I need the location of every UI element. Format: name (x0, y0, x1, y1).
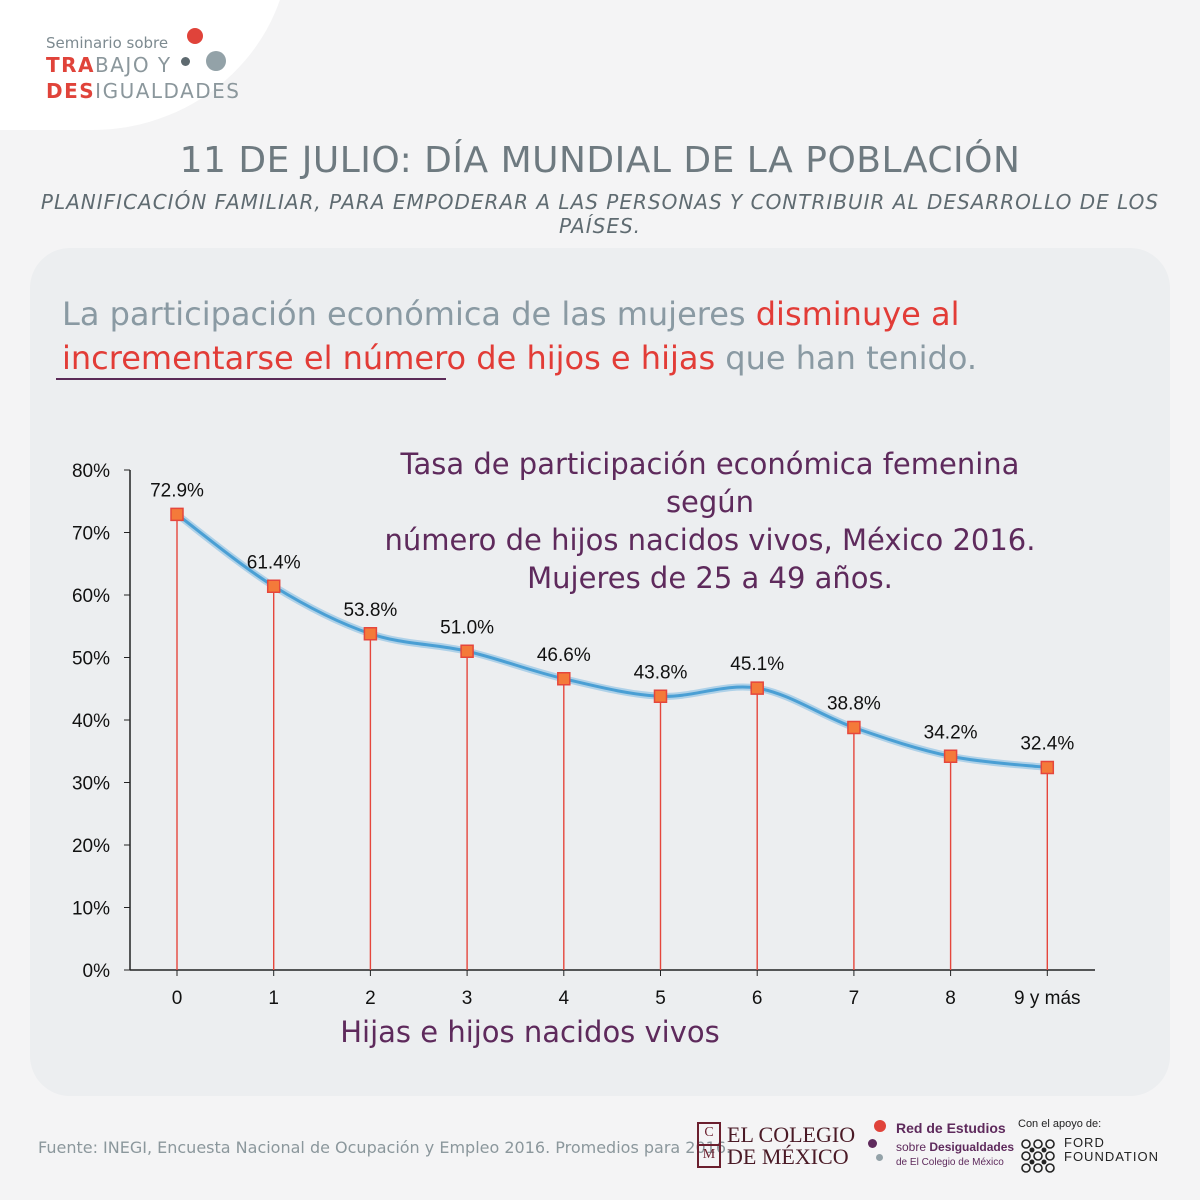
colmex-emblem-bottom: M (702, 1147, 716, 1162)
x-tick-label: 0 (172, 988, 183, 1009)
data-label: 34.2% (924, 722, 978, 743)
x-tick-label: 2 (365, 988, 376, 1009)
data-label: 61.4% (247, 552, 301, 573)
data-label: 46.6% (537, 645, 591, 666)
series-line (175, 512, 1049, 769)
colmex-emblem-top: C (704, 1125, 714, 1140)
chart-title-line-3: Mujeres de 25 a 49 años. (527, 561, 893, 595)
page-title: 11 DE JULIO: DÍA MUNDIAL DE LA POBLACIÓN (179, 140, 1021, 181)
lead-part-3: que han tenido. (715, 339, 977, 377)
data-label: 72.9% (150, 480, 204, 501)
x-tick-label: 7 (849, 988, 860, 1009)
logo-line-1: TRABAJO Y (46, 53, 172, 77)
colmex-line-1: EL COLEGIO (727, 1122, 856, 1147)
y-tick-label: 80% (72, 461, 110, 482)
chart-title-line-1: Tasa de participación económica femenina… (400, 447, 1020, 519)
ford-emblem-icon (1021, 1139, 1055, 1173)
lead-highlight: disminuye al incrementarse el número de … (62, 295, 960, 377)
data-point-marker (653, 689, 668, 703)
y-tick-label: 0% (83, 961, 111, 982)
data-point-marker (847, 720, 861, 735)
ford-foundation-logo: Con el apoyo de: FORD FOUNDATION (1018, 1118, 1158, 1173)
data-point-marker (170, 507, 184, 522)
x-tick-label: 5 (655, 988, 666, 1009)
data-point-marker (460, 644, 474, 658)
data-label: 45.1% (730, 654, 784, 675)
data-label: 43.8% (634, 662, 688, 683)
x-tick-label: 1 (268, 988, 279, 1009)
x-tick-label: 9 y más (1014, 988, 1081, 1009)
x-axis-title: Hijas e hijos nacidos vivos (340, 1015, 720, 1049)
y-tick-label: 10% (72, 899, 110, 920)
logo-pre-label: Seminario sobre (46, 34, 169, 52)
data-point-marker (363, 627, 378, 641)
y-tick-label: 60% (72, 586, 110, 607)
y-tick-label: 70% (72, 524, 110, 545)
series-line-glow (173, 510, 1051, 771)
lead-part-1: La participación económica de las mujere… (62, 295, 756, 333)
chart-title: Tasa de participación económica femenina… (360, 445, 1060, 597)
lead-statement: La participación económica de las mujere… (62, 292, 1152, 380)
ford-pre-label: Con el apoyo de: (1018, 1118, 1102, 1130)
y-tick-label: 40% (72, 711, 110, 732)
logo-line-2: DESIGUALDADES (46, 79, 241, 103)
data-point-marker (943, 749, 958, 763)
data-point-marker (557, 672, 571, 686)
ford-line-1: FORD (1064, 1135, 1105, 1150)
red-logo-dot-grey (876, 1154, 883, 1161)
data-point-marker (1040, 760, 1055, 775)
red-logo-dot-purple (868, 1139, 877, 1148)
red-logo-line-2: sobre Desigualdades (896, 1140, 1015, 1154)
x-tick-label: 4 (559, 988, 570, 1009)
source-note: Fuente: INEGI, Encuesta Nacional de Ocup… (38, 1138, 732, 1157)
colmex-emblem-divider (699, 1144, 719, 1146)
chart-title-line-2: número de hijos nacidos vivos, México 20… (384, 523, 1036, 557)
content-panel (30, 248, 1170, 1096)
data-label: 53.8% (343, 600, 397, 621)
data-point-marker (266, 579, 281, 593)
colmex-line-2: DE MÉXICO (727, 1144, 849, 1169)
data-label: 38.8% (827, 694, 881, 715)
lead-underline (56, 378, 446, 380)
data-point-marker (750, 681, 764, 695)
page-subtitle: PLANIFICACIÓN FAMILIAR, PARA EMPODERAR A… (40, 190, 1160, 238)
x-tick-label: 6 (752, 988, 763, 1009)
logo-dot-red (187, 28, 203, 44)
y-tick-label: 20% (72, 836, 110, 857)
ford-line-2: FOUNDATION (1064, 1149, 1159, 1164)
red-logo-line-3: de El Colegio de México (896, 1157, 1004, 1168)
x-tick-label: 3 (462, 988, 473, 1009)
logo-dot-dark (181, 57, 190, 66)
red-logo-dot-red (874, 1120, 886, 1132)
x-tick-label: 8 (945, 988, 956, 1009)
colmex-emblem: C M (697, 1122, 721, 1168)
y-tick-label: 50% (72, 649, 110, 670)
data-label: 32.4% (1020, 734, 1074, 755)
logo-dot-grey (206, 51, 226, 71)
seminario-logo: Seminario sobre TRABAJO Y DESIGUALDADES (46, 34, 241, 104)
y-tick-label: 30% (72, 774, 110, 795)
red-logo-line-1: Red de Estudios (896, 1120, 1006, 1136)
data-label: 51.0% (440, 617, 494, 638)
